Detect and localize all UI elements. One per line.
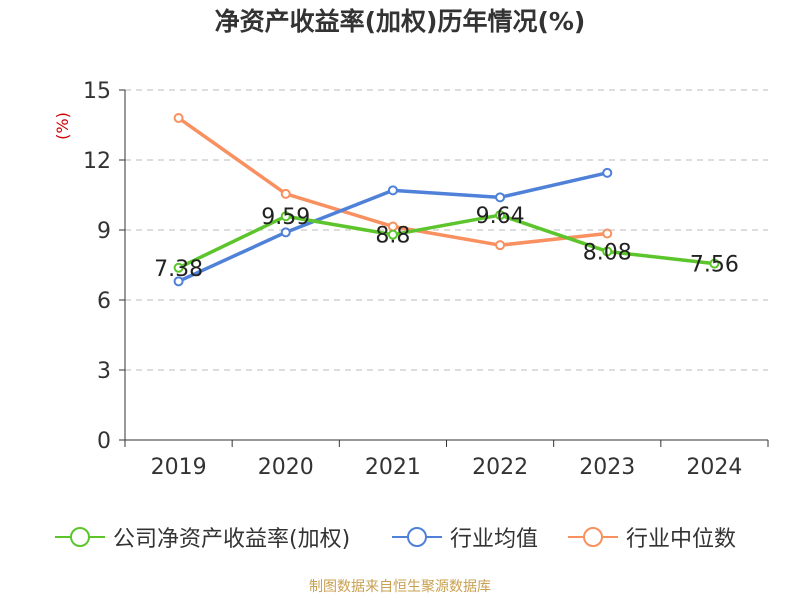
legend-item-industry-median[interactable]: 行业中位数 bbox=[568, 522, 736, 552]
x-tick-label-2021: 2021 bbox=[365, 455, 421, 480]
y-axis-unit-label: (%) bbox=[53, 112, 72, 140]
x-tick-label-2019: 2019 bbox=[151, 455, 207, 480]
point-industry_avg-2019 bbox=[173, 276, 184, 287]
x-tick-label-2022: 2022 bbox=[472, 455, 528, 480]
y-tick-label-6: 6 bbox=[97, 289, 111, 314]
axes: 0 3 6 9 12 15 2019 2020 2021 2022 2023 2024 bbox=[83, 79, 769, 480]
legend-marker-company bbox=[55, 527, 105, 547]
legend: 公司净资产收益率(加权) 行业均值 行业中位数 bbox=[0, 522, 800, 552]
data-labels: 7.38 9.59 8.8 9.64 8.08 7.56 bbox=[154, 204, 739, 282]
data-label-2020: 9.59 bbox=[261, 205, 310, 230]
chart-title: 净资产收益率(加权)历年情况(%) bbox=[214, 7, 586, 36]
legend-item-company[interactable]: 公司净资产收益率(加权) bbox=[55, 522, 350, 552]
point-company-2021 bbox=[387, 229, 398, 240]
data-label-2019: 7.38 bbox=[154, 257, 203, 282]
point-industry_avg-2020 bbox=[280, 227, 291, 238]
x-tick-label-2024: 2024 bbox=[686, 455, 742, 480]
x-tick-label-2020: 2020 bbox=[258, 455, 314, 480]
y-tick-label-15: 15 bbox=[83, 79, 111, 104]
legend-label-industry-avg: 行业均值 bbox=[450, 527, 539, 552]
data-label-2021: 8.8 bbox=[375, 224, 410, 249]
point-industry_median-2022 bbox=[495, 240, 506, 251]
y-tick-label-12: 12 bbox=[83, 149, 111, 174]
point-industry_median-2020 bbox=[280, 188, 291, 199]
point-company-2023 bbox=[602, 246, 613, 257]
legend-marker-industry-avg bbox=[392, 527, 442, 547]
point-industry_avg-2022 bbox=[495, 192, 506, 203]
point-company-2020 bbox=[280, 211, 291, 222]
y-tick-label-9: 9 bbox=[97, 219, 111, 244]
data-label-2023: 8.08 bbox=[583, 240, 632, 265]
data-label-2024: 7.56 bbox=[690, 253, 739, 278]
legend-item-industry-avg[interactable]: 行业均值 bbox=[392, 522, 538, 552]
point-company-2024 bbox=[709, 258, 720, 269]
grid-lines bbox=[125, 89, 768, 371]
legend-marker-industry-median bbox=[568, 527, 618, 547]
y-tick-label-0: 0 bbox=[97, 429, 111, 454]
point-company-2022 bbox=[495, 210, 506, 221]
x-tick-label-2023: 2023 bbox=[579, 455, 635, 480]
point-company-2019 bbox=[173, 262, 184, 273]
data-label-2022: 9.64 bbox=[476, 204, 525, 229]
series-line-company bbox=[176, 213, 717, 270]
source-note: 制图数据来自恒生聚源数据库 bbox=[309, 579, 491, 595]
point-industry_median-2023 bbox=[602, 228, 613, 239]
y-tick-label-3: 3 bbox=[97, 359, 111, 384]
point-industry_median-2019 bbox=[173, 113, 184, 123]
legend-label-industry-median: 行业中位数 bbox=[626, 527, 737, 552]
point-industry_avg-2021 bbox=[387, 185, 398, 196]
series-lines bbox=[173, 113, 720, 287]
point-industry_avg-2023 bbox=[602, 167, 613, 178]
legend-label-company: 公司净资产收益率(加权) bbox=[113, 527, 351, 552]
